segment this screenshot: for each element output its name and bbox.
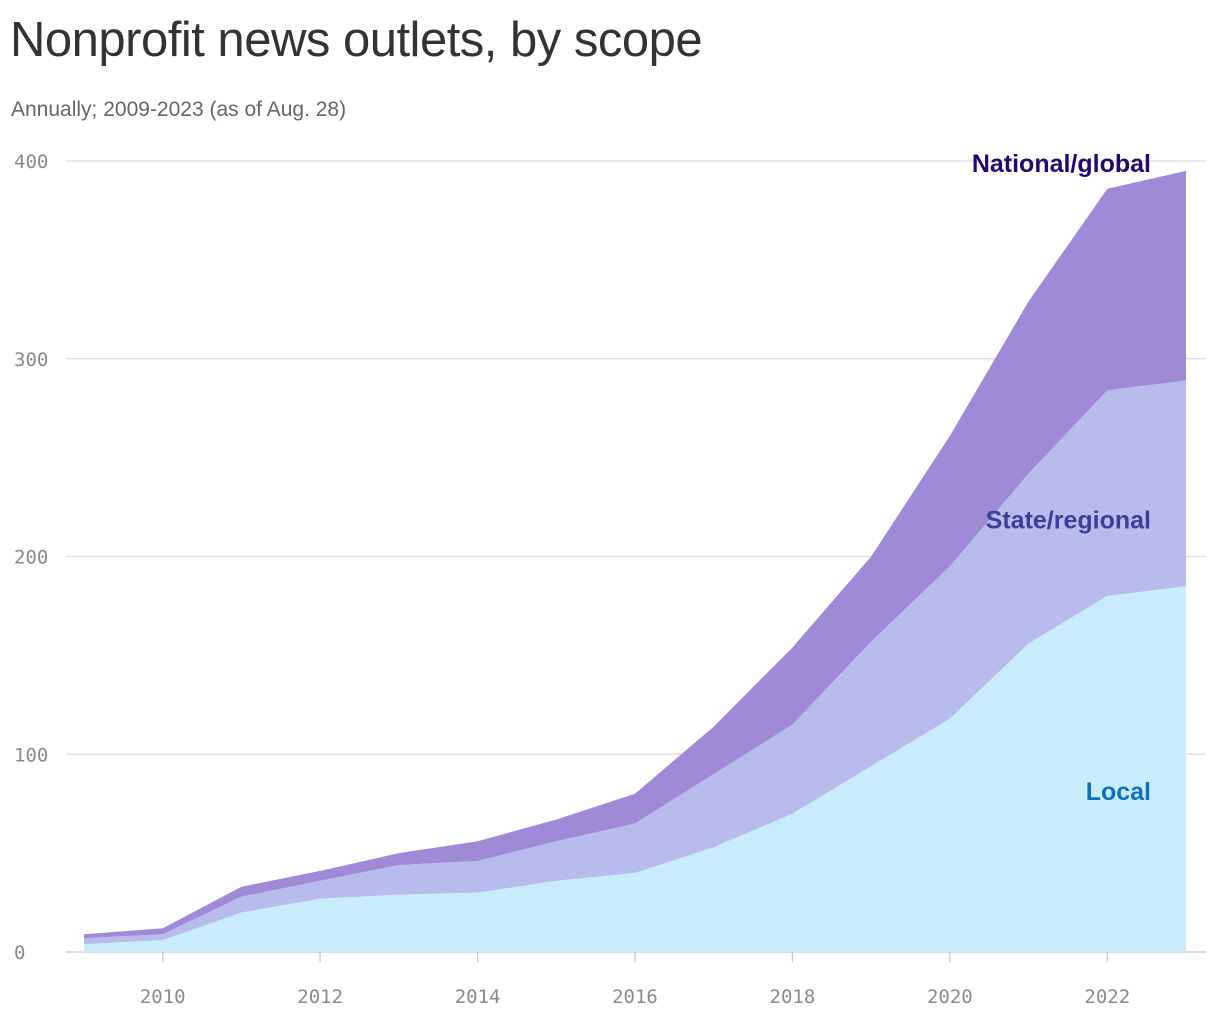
area-series bbox=[84, 170, 1186, 952]
chart-title: Nonprofit news outlets, by scope bbox=[10, 13, 703, 67]
chart-subtitle: Annually; 2009-2023 (as of Aug. 28) bbox=[11, 98, 347, 121]
x-tick-label: 2018 bbox=[770, 986, 816, 1008]
area-local bbox=[84, 586, 1186, 952]
area-state-regional bbox=[84, 380, 1186, 945]
series-label-state-regional: State/regional bbox=[986, 506, 1151, 534]
y-tick-label: 400 bbox=[14, 151, 48, 173]
series-label-local: Local bbox=[1086, 778, 1151, 806]
x-tick-label: 2010 bbox=[140, 986, 186, 1008]
x-tick-label: 2014 bbox=[455, 986, 501, 1008]
series-labels: Local State/regional National/global bbox=[972, 150, 1151, 806]
y-tick-label: 100 bbox=[14, 744, 48, 766]
y-tick-label: 300 bbox=[14, 349, 48, 371]
x-tick-label: 2012 bbox=[297, 986, 343, 1008]
x-tick-label: 2022 bbox=[1084, 986, 1130, 1008]
x-tick-label: 2020 bbox=[927, 986, 973, 1008]
y-tick-label: 0 bbox=[14, 942, 25, 964]
axes: 0 100 200 300 400 2010 2012 2014 2016 2018 2020 202… bbox=[14, 151, 1130, 1008]
area-national-global bbox=[84, 170, 1186, 939]
y-tick-label: 200 bbox=[14, 547, 48, 569]
series-label-national-global: National/global bbox=[972, 150, 1151, 178]
x-tick-label: 2016 bbox=[612, 986, 658, 1008]
